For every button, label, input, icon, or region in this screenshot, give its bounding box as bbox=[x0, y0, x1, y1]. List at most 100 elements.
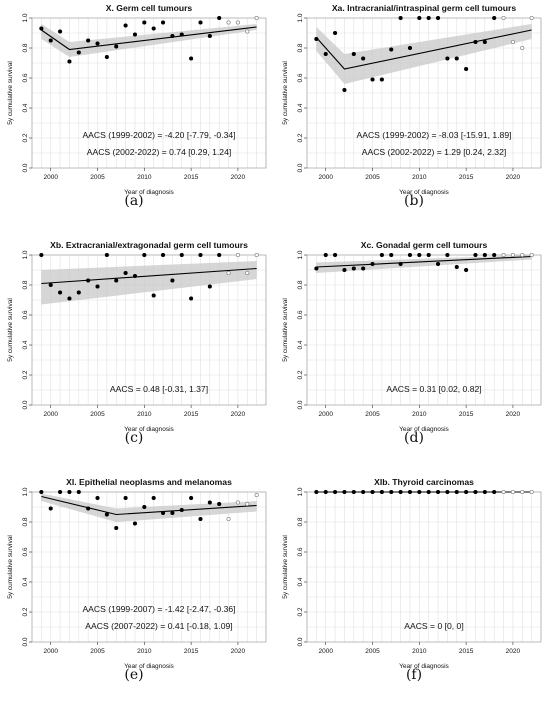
data-point bbox=[151, 293, 156, 298]
y-tick-label: 0.8 bbox=[297, 280, 304, 289]
x-tick-label: 2010 bbox=[137, 648, 152, 655]
data-point bbox=[435, 261, 441, 267]
panel-caption-c: (c) bbox=[124, 430, 144, 446]
data-point bbox=[160, 20, 166, 25]
data-point bbox=[314, 266, 319, 271]
x-tick-label: 2000 bbox=[43, 648, 58, 655]
data-point bbox=[123, 23, 128, 28]
data-point-open bbox=[510, 489, 515, 495]
x-tick-label: 2020 bbox=[231, 411, 246, 418]
chart-panel-2: Xa. Intracranial/intraspinal germ cell t… bbox=[282, 3, 542, 196]
data-point bbox=[67, 296, 72, 301]
x-tick-label: 2005 bbox=[90, 648, 105, 655]
data-point-open bbox=[529, 489, 534, 495]
y-tick-label: 0.4 bbox=[297, 103, 304, 112]
data-point bbox=[217, 252, 222, 258]
x-tick-label: 2000 bbox=[318, 174, 333, 181]
data-point bbox=[217, 15, 222, 21]
data-point-open bbox=[245, 29, 250, 34]
x-axis-label: Year of diagnosis bbox=[399, 426, 449, 433]
data-point-open bbox=[520, 252, 525, 258]
data-point bbox=[114, 525, 119, 531]
chart-panel-6: XIb. Thyroid carcinomas 0.0 0.2 0.4 0.6 0.8 1.… bbox=[282, 477, 542, 670]
data-point-open bbox=[510, 39, 515, 45]
data-point bbox=[417, 252, 422, 258]
data-point bbox=[95, 41, 100, 46]
data-point-open bbox=[226, 20, 231, 25]
data-point bbox=[142, 252, 147, 258]
data-point bbox=[160, 252, 166, 258]
aacs-annotation: AACS = 0.31 [0.02, 0.82] bbox=[386, 384, 481, 394]
data-point bbox=[426, 15, 431, 21]
y-tick-label: 1.0 bbox=[22, 250, 29, 259]
y-tick-label: 1.0 bbox=[297, 487, 304, 496]
data-point bbox=[198, 516, 203, 522]
confidence-band bbox=[41, 261, 257, 305]
panel-caption-a: (a) bbox=[124, 193, 144, 209]
x-tick-label: 2000 bbox=[318, 411, 333, 418]
data-point bbox=[323, 252, 328, 258]
panel-caption-f: (f) bbox=[405, 667, 423, 683]
x-tick-label: 2020 bbox=[231, 174, 246, 181]
data-point bbox=[132, 521, 138, 526]
data-point bbox=[445, 489, 450, 495]
x-tick-label: 2005 bbox=[90, 411, 105, 418]
aacs-annotation: AACS (2002-2022) = 1.29 [0.24, 2.32] bbox=[362, 147, 507, 157]
data-point bbox=[454, 489, 459, 495]
data-point bbox=[179, 252, 184, 258]
chart-title: X. Germ cell tumours bbox=[106, 3, 193, 13]
chart-title: Xa. Intracranial/intraspinal germ cell t… bbox=[332, 3, 517, 13]
data-point bbox=[333, 252, 338, 258]
data-point bbox=[179, 507, 184, 513]
y-axis-label: 5y cumulative survival bbox=[7, 298, 14, 362]
data-point bbox=[160, 510, 166, 516]
data-point bbox=[389, 252, 394, 258]
data-point bbox=[39, 252, 44, 258]
data-point bbox=[464, 267, 469, 273]
data-point bbox=[370, 489, 375, 495]
data-point bbox=[314, 36, 319, 42]
data-point bbox=[323, 51, 328, 57]
x-tick-label: 2000 bbox=[43, 174, 58, 181]
chart-panel-1: X. Germ cell tumours 0.0 0.2 0.4 0.6 0.8 1.0 20… bbox=[7, 3, 267, 196]
data-point-open bbox=[254, 492, 259, 498]
data-point bbox=[170, 33, 175, 39]
y-tick-label: 0.4 bbox=[22, 340, 29, 349]
data-point-open bbox=[226, 516, 231, 522]
x-tick-label: 2015 bbox=[184, 648, 199, 655]
data-point bbox=[454, 264, 459, 270]
aacs-annotation: AACS (1999-2002) = -8.03 [-15.91, 1.89] bbox=[356, 130, 511, 140]
trend-line bbox=[41, 26, 257, 51]
y-tick-label: 0.8 bbox=[22, 280, 29, 289]
chart-title: Xc. Gonadal germ cell tumours bbox=[361, 240, 488, 250]
data-point bbox=[114, 278, 119, 283]
data-point bbox=[86, 38, 91, 43]
y-tick-label: 0.0 bbox=[297, 637, 304, 646]
data-point bbox=[76, 489, 81, 495]
data-point bbox=[58, 290, 63, 295]
confidence-band bbox=[41, 493, 257, 522]
data-point bbox=[417, 15, 422, 21]
data-point-open bbox=[235, 500, 240, 505]
plot-frame bbox=[306, 254, 542, 406]
y-tick-label: 0.8 bbox=[22, 517, 29, 526]
data-point bbox=[492, 15, 497, 21]
y-tick-label: 0.6 bbox=[297, 73, 304, 82]
y-tick-label: 0.2 bbox=[22, 133, 29, 142]
y-tick-label: 0.2 bbox=[297, 133, 304, 142]
x-tick-label: 2005 bbox=[90, 174, 105, 181]
data-point bbox=[445, 252, 450, 258]
data-point bbox=[407, 489, 413, 495]
y-tick-label: 0.6 bbox=[297, 310, 304, 319]
data-point bbox=[333, 30, 338, 36]
data-point-open bbox=[501, 489, 506, 495]
x-tick-label: 2005 bbox=[365, 648, 380, 655]
data-point bbox=[39, 26, 44, 31]
y-tick-label: 0.0 bbox=[297, 163, 304, 172]
data-point bbox=[207, 33, 212, 39]
data-point bbox=[132, 32, 138, 37]
data-point-open bbox=[510, 252, 515, 258]
x-tick-label: 2015 bbox=[184, 174, 199, 181]
y-axis-label: 5y cumulative survival bbox=[282, 61, 289, 125]
y-tick-label: 0.4 bbox=[297, 577, 304, 586]
